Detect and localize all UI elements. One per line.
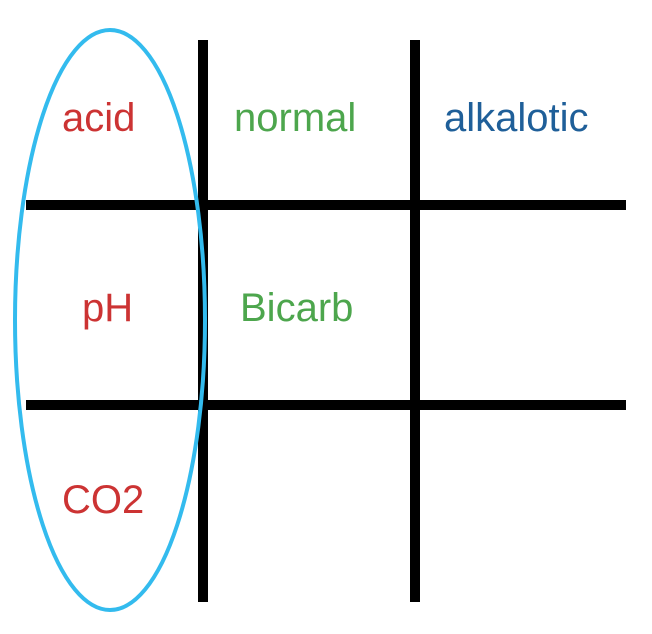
- label-alkalotic: alkalotic: [444, 96, 589, 141]
- label-bicarb: Bicarb: [240, 286, 353, 331]
- grid-vline-2: [410, 40, 420, 602]
- grid-hline-2: [26, 400, 626, 410]
- diagram-stage: acid normal alkalotic pH Bicarb CO2: [0, 0, 652, 634]
- label-normal: normal: [234, 96, 356, 141]
- grid-vline-1: [198, 40, 208, 602]
- label-ph: pH: [82, 286, 133, 331]
- label-co2: CO2: [62, 478, 144, 523]
- label-acid: acid: [62, 96, 135, 141]
- grid-hline-1: [26, 200, 626, 210]
